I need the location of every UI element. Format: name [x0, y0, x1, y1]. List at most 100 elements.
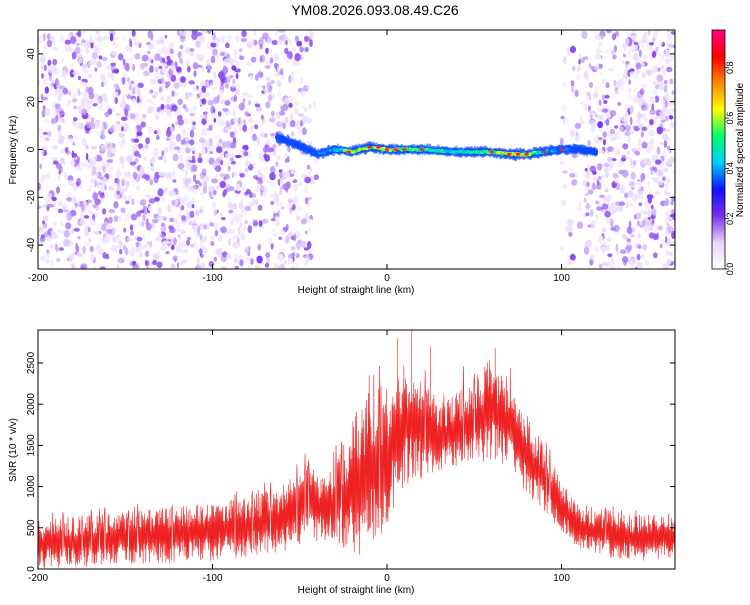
- spectrogram-cell: [38, 205, 42, 209]
- spectrogram-cell: [165, 129, 172, 138]
- spectrogram-cell: [43, 173, 51, 179]
- snr-ytick-label: 1000: [26, 475, 37, 498]
- spectrogram-cell: [269, 172, 276, 181]
- spectrogram-cell: [41, 226, 47, 231]
- spectrogram-cell: [229, 131, 235, 138]
- spectrogram-cell: [624, 130, 631, 137]
- spectrogram-xtick-label: 0: [384, 273, 390, 284]
- spectrogram-cell: [190, 146, 197, 153]
- spectrogram-cell: [191, 164, 198, 171]
- spectrogram-cell: [658, 41, 664, 46]
- spectrogram-cell: [142, 233, 146, 242]
- spectrogram-cell: [631, 48, 635, 53]
- spectrogram-cell: [225, 152, 232, 159]
- spectrogram-cell: [671, 90, 675, 95]
- spectrogram-cell: [163, 159, 167, 164]
- spectrogram-cell: [626, 243, 633, 252]
- signal-peak-cell: [402, 148, 407, 151]
- colorbar: 0.0 0.2 0.4 0.6 0.8 Normalized spectral ampl…: [711, 29, 746, 275]
- spectrogram-cell: [278, 264, 286, 269]
- spectrogram-cell: [291, 71, 295, 77]
- spectrogram-cell: [636, 253, 641, 261]
- snr-xtick-label: 100: [553, 573, 570, 584]
- spectrogram-cell: [81, 137, 87, 147]
- spectrogram-cell: [265, 77, 272, 82]
- spectrogram-cell: [46, 33, 51, 41]
- spectrogram-cell: [585, 192, 589, 196]
- spectrogram-cell: [155, 113, 160, 120]
- spectrogram-cell: [306, 241, 312, 250]
- spectrogram-cell: [267, 94, 273, 102]
- spectrogram-cell: [63, 229, 71, 238]
- spectrogram-cell: [80, 80, 83, 86]
- spectrogram-cell: [248, 202, 255, 207]
- snr-series: [38, 330, 675, 569]
- spectrogram-cell: [589, 254, 595, 261]
- spectrogram-cell: [202, 247, 209, 254]
- spectrogram-cell: [649, 119, 654, 126]
- spectrogram-cell: [132, 263, 140, 269]
- spectrogram-cell: [192, 174, 197, 183]
- spectrogram-cell: [226, 253, 232, 259]
- spectrogram-cell: [165, 251, 170, 255]
- spectrogram-cell: [145, 144, 149, 149]
- spectrogram-cell: [650, 204, 654, 210]
- spectrogram-cell: [608, 205, 612, 211]
- spectrogram-cell: [229, 157, 234, 162]
- spectrogram-cell: [246, 94, 253, 99]
- spectrogram-cell: [233, 49, 238, 57]
- spectrogram-cell: [280, 107, 286, 112]
- spectrogram-cell: [177, 235, 182, 240]
- spectrogram-cell: [120, 100, 127, 109]
- spectrogram-cell: [149, 78, 157, 86]
- spectrogram-cell: [667, 99, 673, 107]
- spectrogram-cell: [215, 55, 219, 59]
- signal-peak-cell: [376, 145, 381, 149]
- spectrogram-cell: [38, 127, 43, 135]
- spectrogram-cell: [596, 206, 603, 211]
- spectrogram-cell: [135, 241, 140, 248]
- spectrogram-cell: [88, 209, 93, 215]
- spectrogram-cell: [291, 131, 295, 137]
- spectrogram-cell: [183, 118, 190, 125]
- spectrogram-cell: [126, 213, 131, 219]
- spectrogram-cell: [144, 156, 147, 162]
- spectrogram-cell: [90, 58, 97, 66]
- spectrogram-cell: [164, 35, 168, 39]
- spectrogram-cell: [259, 185, 267, 191]
- spectrogram-cell: [232, 203, 238, 210]
- spectrogram-cell: [166, 55, 171, 61]
- spectrogram-cell: [300, 105, 306, 110]
- spectrogram-cell: [566, 259, 574, 266]
- spectrogram-cell: [259, 44, 263, 50]
- spectrogram-cell: [192, 62, 199, 70]
- spectrogram-cell: [640, 131, 645, 138]
- spectrogram-cell: [302, 242, 308, 246]
- spectrogram-cell: [617, 149, 621, 156]
- spectrogram-cell: [663, 167, 669, 173]
- spectrogram-ylabel: Frequency (Hz): [8, 116, 19, 185]
- spectrogram-cell: [147, 125, 153, 134]
- spectrogram-cell: [594, 220, 598, 224]
- spectrogram-cell: [636, 220, 640, 227]
- spectrogram-cell: [167, 231, 171, 240]
- spectrogram-cell: [669, 241, 675, 245]
- spectrogram-cell: [662, 150, 667, 159]
- spectrogram-cell: [75, 42, 81, 47]
- spectrogram-cell: [265, 47, 269, 54]
- spectrogram-cell: [598, 137, 603, 141]
- spectrogram-cell: [590, 114, 593, 119]
- spectrogram-cell: [661, 176, 666, 182]
- spectrogram-ytick-label: 20: [26, 96, 37, 108]
- spectrogram-cell: [261, 167, 268, 171]
- spectrogram-cell: [180, 76, 186, 83]
- spectrogram-cell: [207, 99, 215, 106]
- spectrogram-cell: [139, 209, 145, 214]
- spectrogram-cell: [180, 204, 185, 211]
- spectrogram-cell: [121, 126, 124, 132]
- spectrogram-cell: [74, 251, 78, 255]
- spectrogram-cell: [642, 83, 647, 89]
- spectrogram-cell: [237, 226, 241, 235]
- spectrogram-cell: [126, 94, 131, 100]
